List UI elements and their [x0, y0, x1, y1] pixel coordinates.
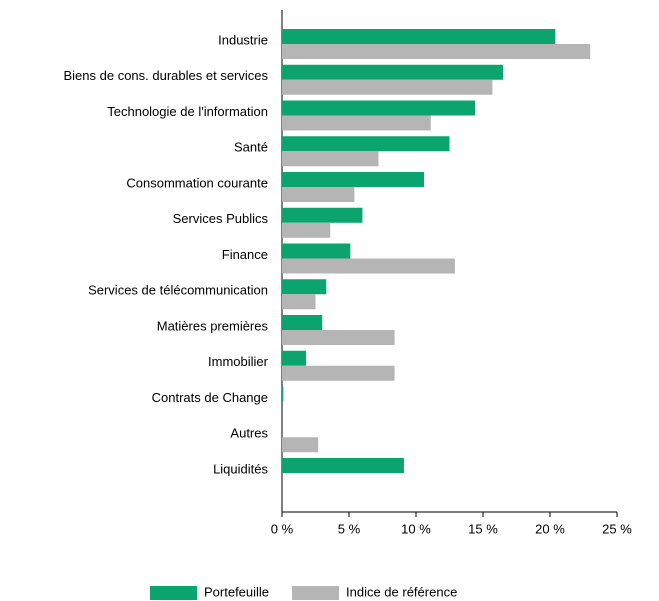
x-tick-label: 0 %: [271, 521, 294, 536]
bar: [282, 222, 331, 238]
x-tick-label: 25 %: [602, 521, 632, 536]
bar: [282, 243, 351, 259]
bar: [282, 207, 363, 223]
bar: [282, 172, 425, 187]
x-tick-label: 10 %: [401, 521, 431, 536]
y-tick-label: Technologie de l'information: [107, 104, 268, 119]
bar: [282, 350, 307, 366]
bar: [282, 258, 455, 274]
y-tick-label: Consommation courante: [126, 175, 268, 190]
bar: [282, 437, 319, 453]
y-tick-label: Finance: [222, 247, 268, 262]
bar: [282, 315, 323, 330]
bar: [282, 29, 556, 44]
bar: [282, 136, 450, 152]
y-tick-label: Liquidités: [213, 461, 268, 476]
bar: [282, 100, 475, 116]
bar: [282, 458, 404, 473]
legend-swatch: [150, 586, 197, 600]
y-tick-label: Contrats de Change: [152, 390, 268, 405]
bar: [282, 187, 355, 202]
y-tick-label: Santé: [234, 140, 268, 155]
bar: [282, 115, 431, 131]
bar: [282, 294, 316, 310]
y-tick-label: Services de télécommunication: [88, 283, 268, 298]
x-tick-label: 15 %: [468, 521, 498, 536]
bar: [282, 64, 504, 80]
legend-label: Portefeuille: [204, 584, 269, 599]
y-tick-label: Biens de cons. durables et services: [64, 68, 269, 83]
bar: [282, 279, 327, 295]
x-tick-label: 20 %: [535, 521, 565, 536]
bar: [282, 79, 493, 95]
y-tick-label: Autres: [230, 426, 268, 441]
bar: [282, 44, 591, 59]
bar: [282, 365, 395, 381]
legend-label: Indice de référence: [346, 584, 457, 599]
bar: [282, 330, 395, 345]
bar: [282, 151, 379, 167]
x-tick-label: 5 %: [338, 521, 361, 536]
legend-swatch: [292, 586, 339, 600]
y-tick-label: Immobilier: [208, 354, 269, 369]
bar: [282, 386, 284, 402]
y-tick-label: Industrie: [218, 32, 268, 47]
y-tick-label: Matières premières: [157, 318, 269, 333]
y-tick-label: Services Publics: [173, 211, 269, 226]
